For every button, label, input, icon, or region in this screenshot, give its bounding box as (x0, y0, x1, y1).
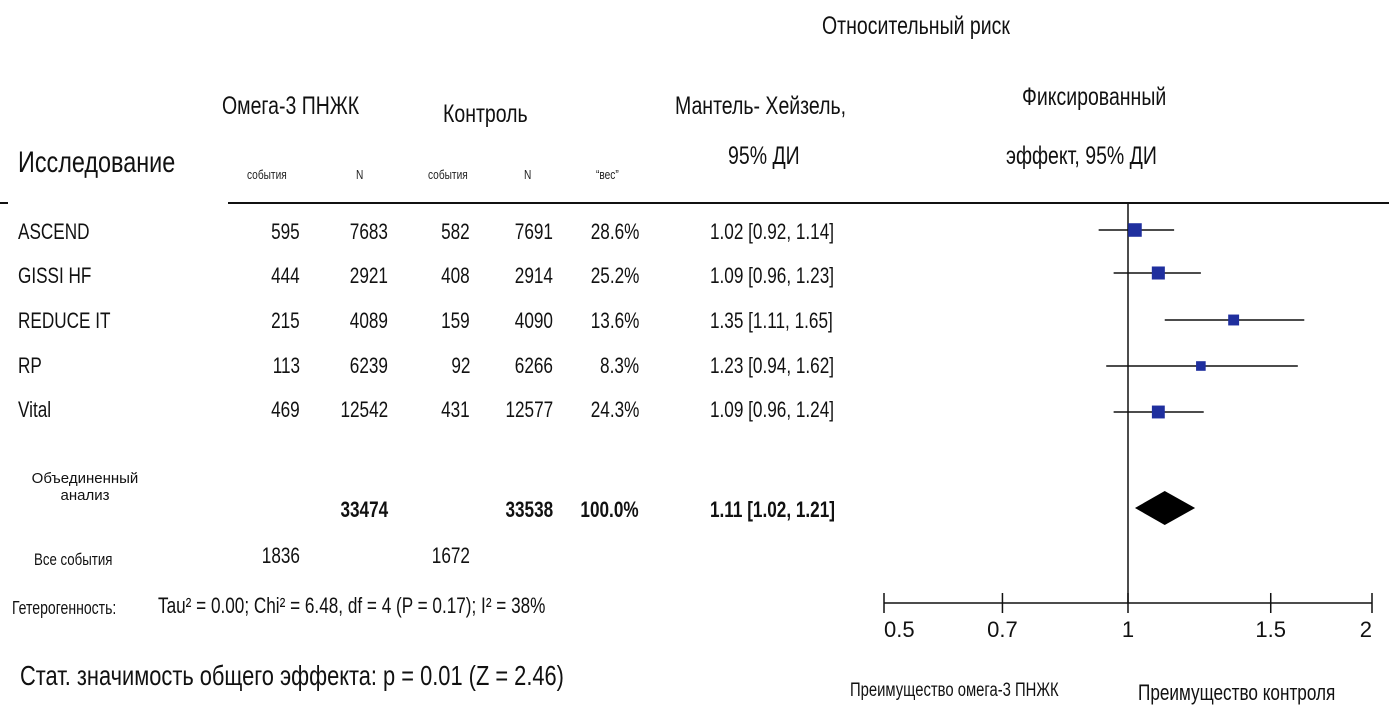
pooled-label: Объединенный анализ (31, 470, 139, 504)
control-n-col: N (524, 167, 532, 182)
study-omega-n: 6239 (349, 353, 388, 378)
study-omega-events: 113 (272, 353, 300, 378)
all-events-omega: 1836 (261, 543, 300, 568)
study-weight: 13.6% (590, 308, 639, 333)
mh-header-line2: 95% ДИ (728, 142, 800, 170)
study-control-n: 7691 (514, 219, 553, 244)
all-events-label: Все события (34, 550, 113, 569)
study-control-events: 408 (441, 263, 470, 288)
x-tick-label: 2 (1360, 617, 1372, 642)
study-weight: 25.2% (590, 263, 639, 288)
point-estimate-gissi-hf (1151, 266, 1165, 280)
study-omega-events: 469 (271, 397, 300, 422)
study-ci: 1.02 [0.92, 1.14] (710, 219, 835, 244)
pooled-n1: 33474 (340, 497, 388, 522)
study-omega-events: 444 (271, 263, 300, 288)
x-tick-label: 1.5 (1255, 617, 1286, 642)
pooled-n2: 33538 (505, 497, 553, 522)
point-estimate-reduce-it (1228, 314, 1240, 326)
heterogeneity-stats: Tau² = 0.00; Chi² = 6.48, df = 4 (P = 0.… (158, 593, 546, 618)
study-omega-events: 215 (271, 308, 300, 333)
study-name: GISSI HF (18, 263, 92, 288)
study-control-events: 582 (441, 219, 470, 244)
study-control-n: 12577 (505, 397, 553, 422)
study-omega-n: 12542 (340, 397, 388, 422)
mh-header-line1: Мантель- Хейзель, (675, 92, 847, 120)
study-name: ASCEND (18, 219, 90, 244)
overall-significance: Стат. значимость общего эффекта: p = 0.0… (20, 660, 564, 691)
study-name: Vital (18, 397, 52, 422)
study-ci: 1.09 [0.96, 1.24] (710, 397, 835, 422)
fixed-effect-header-line1: Фиксированный (1022, 83, 1167, 111)
study-control-n: 4090 (514, 308, 553, 333)
all-events-control: 1672 (431, 543, 470, 568)
study-omega-n: 2921 (349, 263, 388, 288)
study-control-n: 2914 (514, 263, 553, 288)
x-tick-label: 0.5 (884, 617, 915, 642)
control-events-col: события (428, 167, 468, 182)
favours-omega-label: Преимущество омега-3 ПНЖК (850, 680, 1059, 701)
study-weight: 8.3% (599, 353, 639, 378)
study-omega-events: 595 (271, 219, 300, 244)
study-control-n: 6266 (514, 353, 553, 378)
point-estimate-ascend (1128, 223, 1142, 237)
pooled-ci: 1.11 [1.02, 1.21] (710, 497, 835, 522)
weight-col: “вес” (596, 167, 619, 182)
favours-control-label: Преимущество контроля (1138, 680, 1336, 705)
fixed-effect-header-line2: эффект, 95% ДИ (1006, 142, 1157, 170)
study-column-header: Исследование (18, 146, 176, 179)
control-group-header: Контроль (443, 100, 528, 128)
study-control-events: 431 (441, 397, 470, 422)
omega-events-col: события (247, 167, 287, 182)
study-omega-n: 7683 (349, 219, 388, 244)
omega-group-header: Омега-3 ПНЖК (222, 92, 360, 120)
study-name: RP (18, 353, 42, 378)
study-control-events: 92 (450, 353, 470, 378)
relative-risk-title: Относительный риск (822, 12, 1010, 40)
x-tick-label: 1 (1122, 617, 1134, 642)
study-name: REDUCE IT (18, 308, 111, 333)
study-ci: 1.09 [0.96, 1.23] (710, 263, 835, 288)
study-weight: 28.6% (590, 219, 639, 244)
study-ci: 1.23 [0.94, 1.62] (710, 353, 835, 378)
study-weight: 24.3% (590, 397, 639, 422)
study-control-events: 159 (441, 308, 470, 333)
point-estimate-vital (1151, 405, 1165, 419)
omega-n-col: N (356, 167, 364, 182)
pooled-weight: 100.0% (580, 497, 639, 522)
study-omega-n: 4089 (349, 308, 388, 333)
point-estimate-rp (1196, 361, 1206, 371)
study-ci: 1.35 [1.11, 1.65] (710, 308, 833, 333)
heterogeneity-label: Гетерогенность: (12, 598, 117, 618)
x-tick-label: 0.7 (987, 617, 1018, 642)
pooled-diamond (1134, 491, 1196, 525)
